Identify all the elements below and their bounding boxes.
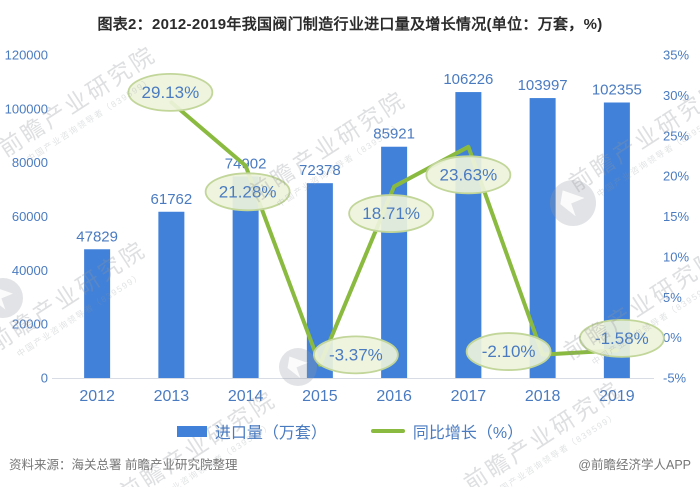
footer: 资料来源：海关总署 前瞻产业研究院整理 @前瞻经济学人APP — [0, 454, 700, 473]
bar-2017 — [455, 92, 482, 379]
growth-bubble-2017 — [425, 155, 512, 195]
growth-bubble-2015 — [312, 335, 399, 375]
chart-canvas: 0 20000 40000 60000 80000 100000 120000 -5% 0% 5%… — [5, 48, 690, 406]
growth-value-2018: -2.10% — [482, 342, 536, 361]
bar-value-2017: 106226 — [443, 71, 493, 88]
x-axis-tick-2016: 2016 — [376, 388, 412, 405]
y-axis-left-tick-20000: 20000 — [12, 317, 48, 332]
y-axis-right-tick-35%: 35% — [663, 48, 689, 63]
y-axis-left-tick-120000: 120000 — [5, 48, 48, 63]
y-axis-right-tick--5%: -5% — [663, 371, 687, 386]
bar-value-2016: 85921 — [373, 126, 415, 143]
legend-label-imports: 进口量（万套） — [214, 425, 327, 442]
legend: 进口量（万套） 同比增长（%） — [0, 419, 700, 443]
bar-value-2019: 102355 — [592, 81, 642, 98]
y-axis-right-tick-20%: 20% — [663, 169, 689, 184]
growth-bubble-2013 — [127, 73, 214, 112]
legend-line-swatch-icon — [370, 429, 405, 433]
growth-value-2019: -1.58% — [595, 329, 649, 348]
bar-2013 — [158, 211, 185, 378]
y-axis-right-tick-5%: 5% — [663, 290, 682, 305]
y-axis-left-tick-40000: 40000 — [12, 263, 48, 278]
legend-item-imports: 进口量（万套） — [176, 419, 327, 443]
y-axis-left-tick-60000: 60000 — [12, 209, 48, 224]
bar-2012 — [84, 249, 111, 378]
growth-bubble-2019 — [578, 318, 665, 358]
growth-bubble-2016 — [348, 194, 435, 233]
y-axis-right-tick-10%: 10% — [663, 249, 689, 264]
chart-title: 图表2：2012-2019年我国阀门制造行业进口量及增长情况(单位：万套，%) — [97, 16, 603, 33]
growth-bubble-2018 — [465, 332, 552, 371]
growth-bubble-2014 — [204, 172, 291, 212]
legend-item-growth: 同比增长（%） — [370, 419, 524, 443]
growth-value-2017: 23.63% — [440, 165, 498, 184]
x-axis-tick-2019: 2019 — [599, 388, 635, 405]
y-axis-left-tick-0: 0 — [41, 371, 48, 386]
y-axis-right-tick-0%: 0% — [663, 330, 682, 345]
x-axis-tick-2017: 2017 — [451, 388, 487, 405]
x-axis-tick-2013: 2013 — [154, 388, 190, 405]
legend-bar-swatch-icon — [176, 425, 207, 437]
bar-value-2018: 103997 — [518, 77, 568, 94]
growth-value-2015: -3.37% — [329, 345, 383, 364]
bar-value-2013: 61762 — [151, 191, 193, 208]
source-note: 资料来源：海关总署 前瞻产业研究院整理 — [9, 458, 238, 472]
growth-value-2013: 29.13% — [142, 83, 200, 102]
y-axis-right-tick-30%: 30% — [663, 88, 689, 103]
bar-value-2015: 72378 — [299, 162, 341, 179]
y-axis-left-tick-100000: 100000 — [5, 101, 48, 116]
x-axis-tick-2012: 2012 — [79, 388, 115, 405]
legend-label-growth: 同比增长（%） — [412, 425, 524, 442]
y-axis-left-tick-80000: 80000 — [12, 155, 48, 170]
x-axis-tick-2015: 2015 — [302, 388, 338, 405]
growth-value-2014: 21.28% — [219, 182, 277, 201]
growth-value-2016: 18.71% — [362, 204, 420, 223]
bar-value-2012: 47829 — [76, 228, 118, 245]
x-axis-tick-2018: 2018 — [525, 388, 561, 405]
credit-note: @前瞻经济学人APP — [578, 458, 691, 472]
x-axis-tick-2014: 2014 — [228, 388, 264, 405]
y-axis-right-tick-25%: 25% — [663, 128, 689, 143]
y-axis-right-tick-15%: 15% — [663, 209, 689, 224]
